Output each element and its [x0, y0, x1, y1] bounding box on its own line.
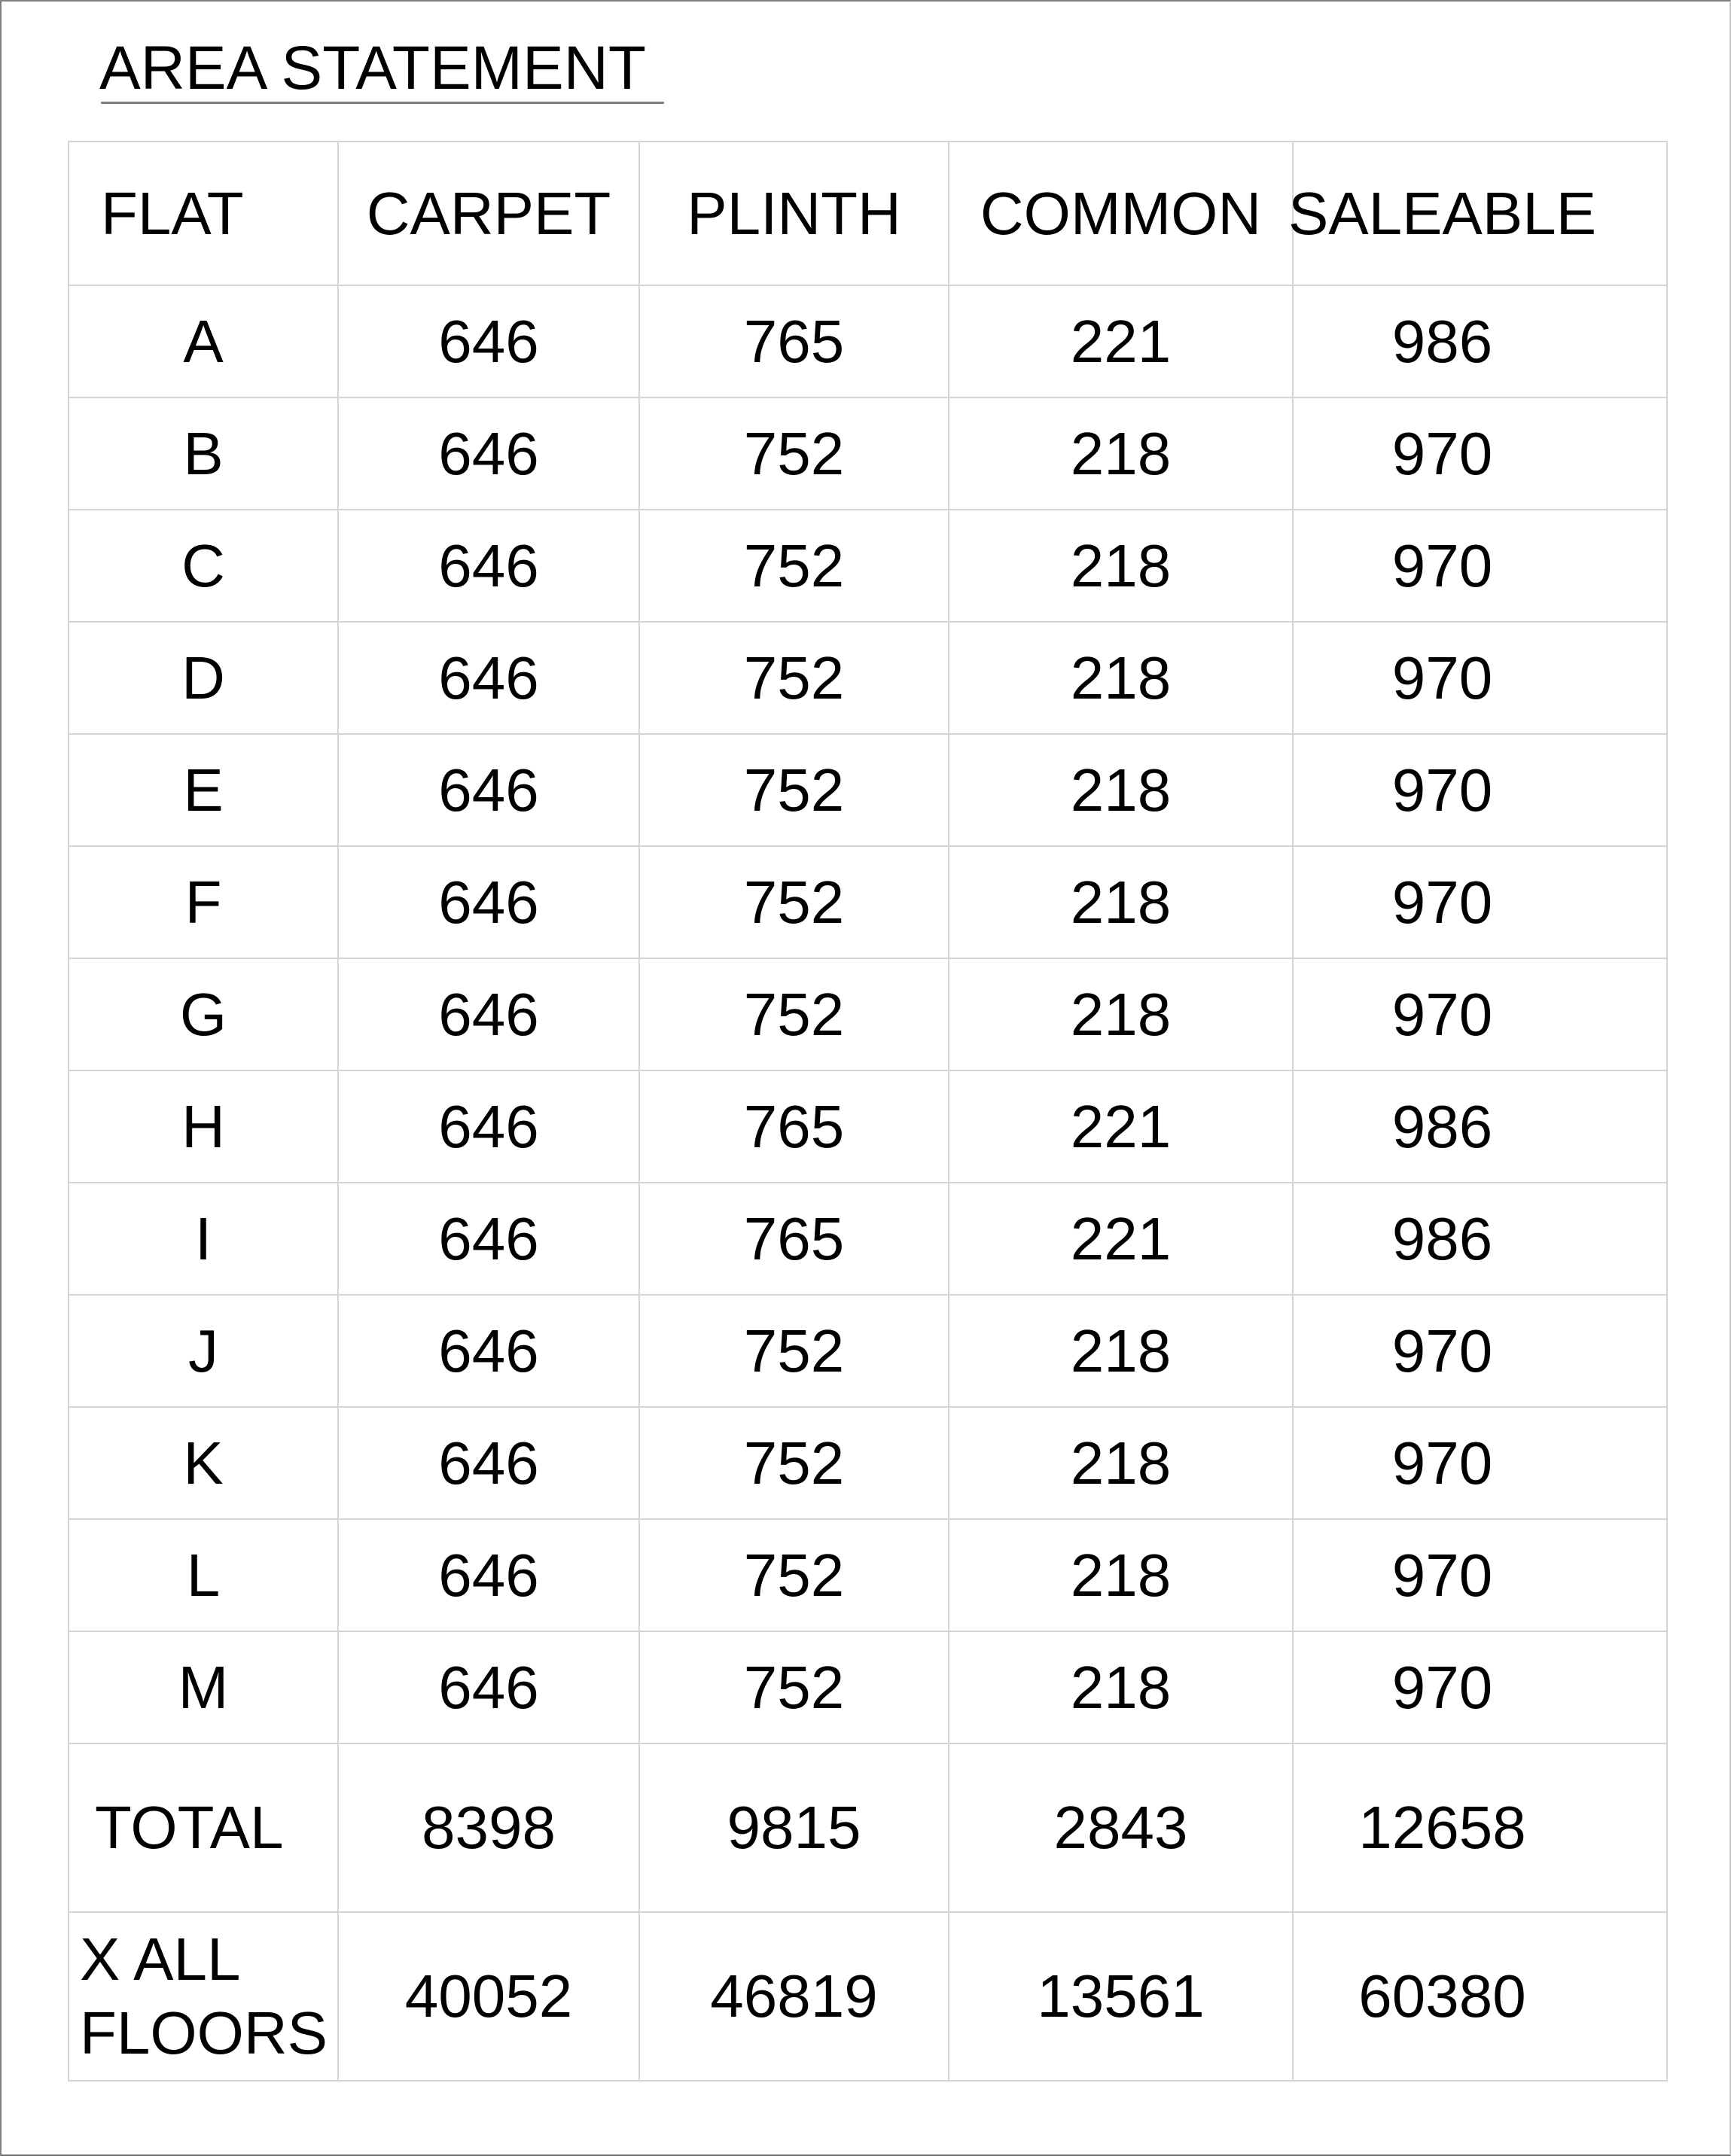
cell-plinth: 752	[640, 1632, 949, 1744]
cell-carpet: 646	[339, 623, 640, 735]
cell-saleable: 970	[1294, 398, 1668, 510]
all-floors-carpet: 40052	[339, 1913, 640, 2081]
cell-carpet: 646	[339, 1632, 640, 1744]
cell-saleable: 970	[1294, 1520, 1668, 1632]
total-carpet: 8398	[339, 1744, 640, 1913]
cell-carpet: 646	[339, 398, 640, 510]
cell-plinth: 752	[640, 735, 949, 847]
cell-carpet: 646	[339, 1408, 640, 1520]
cell-common: 221	[949, 1183, 1294, 1296]
cell-plinth: 752	[640, 623, 949, 735]
cell-saleable: 970	[1294, 1632, 1668, 1744]
cell-saleable: 986	[1294, 1071, 1668, 1183]
cell-flat: F	[69, 847, 339, 959]
header-carpet: CARPET	[339, 142, 640, 286]
cell-carpet: 646	[339, 1183, 640, 1296]
cell-common: 218	[949, 959, 1294, 1071]
cell-flat: H	[69, 1071, 339, 1183]
all-floors-label: X ALL FLOORS	[69, 1913, 339, 2081]
cell-carpet: 646	[339, 1296, 640, 1408]
cell-flat: G	[69, 959, 339, 1071]
cell-flat: M	[69, 1632, 339, 1744]
cell-plinth: 752	[640, 1296, 949, 1408]
cell-saleable: 970	[1294, 735, 1668, 847]
header-flat: FLAT	[69, 142, 339, 286]
cell-saleable: 970	[1294, 623, 1668, 735]
cell-saleable: 970	[1294, 959, 1668, 1071]
cell-carpet: 646	[339, 286, 640, 398]
total-saleable: 12658	[1294, 1744, 1668, 1913]
area-statement-table: FLAT CARPET PLINTH COMMON SALEABLE A 646 765 221…	[68, 141, 1668, 2081]
cell-carpet: 646	[339, 1520, 640, 1632]
cell-plinth: 752	[640, 510, 949, 623]
cell-plinth: 765	[640, 1071, 949, 1183]
header-saleable: SALEABLE	[1288, 142, 1668, 286]
cell-common: 221	[949, 286, 1294, 398]
header-common: COMMON	[949, 142, 1294, 286]
cell-saleable: 970	[1294, 1296, 1668, 1408]
cell-common: 218	[949, 1520, 1294, 1632]
cell-common: 218	[949, 735, 1294, 847]
cell-carpet: 646	[339, 735, 640, 847]
header-plinth: PLINTH	[640, 142, 949, 286]
total-common: 2843	[949, 1744, 1294, 1913]
cell-common: 218	[949, 398, 1294, 510]
cell-common: 218	[949, 847, 1294, 959]
all-floors-plinth: 46819	[640, 1913, 949, 2081]
cell-saleable: 986	[1294, 286, 1668, 398]
cell-plinth: 752	[640, 1408, 949, 1520]
cell-flat: E	[69, 735, 339, 847]
title-underline	[101, 102, 664, 104]
page-title: AREA STATEMENT	[99, 34, 646, 102]
cell-flat: C	[69, 510, 339, 623]
cell-plinth: 765	[640, 1183, 949, 1296]
cell-flat: K	[69, 1408, 339, 1520]
cell-carpet: 646	[339, 959, 640, 1071]
cell-plinth: 765	[640, 286, 949, 398]
total-label: TOTAL	[69, 1744, 339, 1913]
cell-carpet: 646	[339, 510, 640, 623]
cell-common: 218	[949, 1408, 1294, 1520]
cell-flat: D	[69, 623, 339, 735]
cell-common: 218	[949, 510, 1294, 623]
cell-saleable: 970	[1294, 510, 1668, 623]
cell-carpet: 646	[339, 847, 640, 959]
cell-saleable: 986	[1294, 1183, 1668, 1296]
total-plinth: 9815	[640, 1744, 949, 1913]
cell-plinth: 752	[640, 847, 949, 959]
all-floors-saleable: 60380	[1294, 1913, 1668, 2081]
cell-common: 218	[949, 1632, 1294, 1744]
cell-flat: B	[69, 398, 339, 510]
cell-plinth: 752	[640, 959, 949, 1071]
cell-flat: J	[69, 1296, 339, 1408]
cell-flat: A	[69, 286, 339, 398]
cell-common: 218	[949, 1296, 1294, 1408]
cell-flat: L	[69, 1520, 339, 1632]
cell-carpet: 646	[339, 1071, 640, 1183]
cell-common: 221	[949, 1071, 1294, 1183]
cell-flat: I	[69, 1183, 339, 1296]
cell-plinth: 752	[640, 1520, 949, 1632]
cell-saleable: 970	[1294, 847, 1668, 959]
all-floors-common: 13561	[949, 1913, 1294, 2081]
cell-saleable: 970	[1294, 1408, 1668, 1520]
cell-common: 218	[949, 623, 1294, 735]
cell-plinth: 752	[640, 398, 949, 510]
